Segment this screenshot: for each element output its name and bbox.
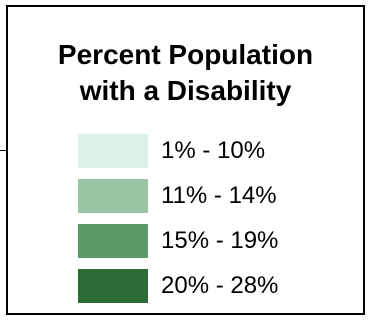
legend-items: 1% - 10% 11% - 14% 15% - 19% 20% - 28% xyxy=(78,134,278,314)
legend-label-1-10: 1% - 10% xyxy=(161,137,266,164)
legend-title-line-1: Percent Population xyxy=(57,39,314,70)
legend-label-20-28: 20% - 28% xyxy=(161,272,279,299)
legend-item-1-10: 1% - 10% xyxy=(78,134,278,168)
legend-swatch-20-28 xyxy=(78,269,148,303)
legend-label-11-14: 11% - 14% xyxy=(161,182,277,209)
legend-title-line-2: with a Disability xyxy=(79,75,292,106)
legend-swatch-1-10 xyxy=(78,134,148,168)
legend-item-15-19: 15% - 19% xyxy=(78,224,278,258)
map-legend: Percent Population with a Disability 1% … xyxy=(6,5,365,315)
legend-title: Percent Population with a Disability xyxy=(8,37,363,109)
map-edge-line xyxy=(0,150,6,151)
legend-swatch-11-14 xyxy=(78,179,148,213)
legend-item-20-28: 20% - 28% xyxy=(78,269,278,303)
legend-swatch-15-19 xyxy=(78,224,148,258)
legend-item-11-14: 11% - 14% xyxy=(78,179,278,213)
legend-label-15-19: 15% - 19% xyxy=(161,227,279,254)
